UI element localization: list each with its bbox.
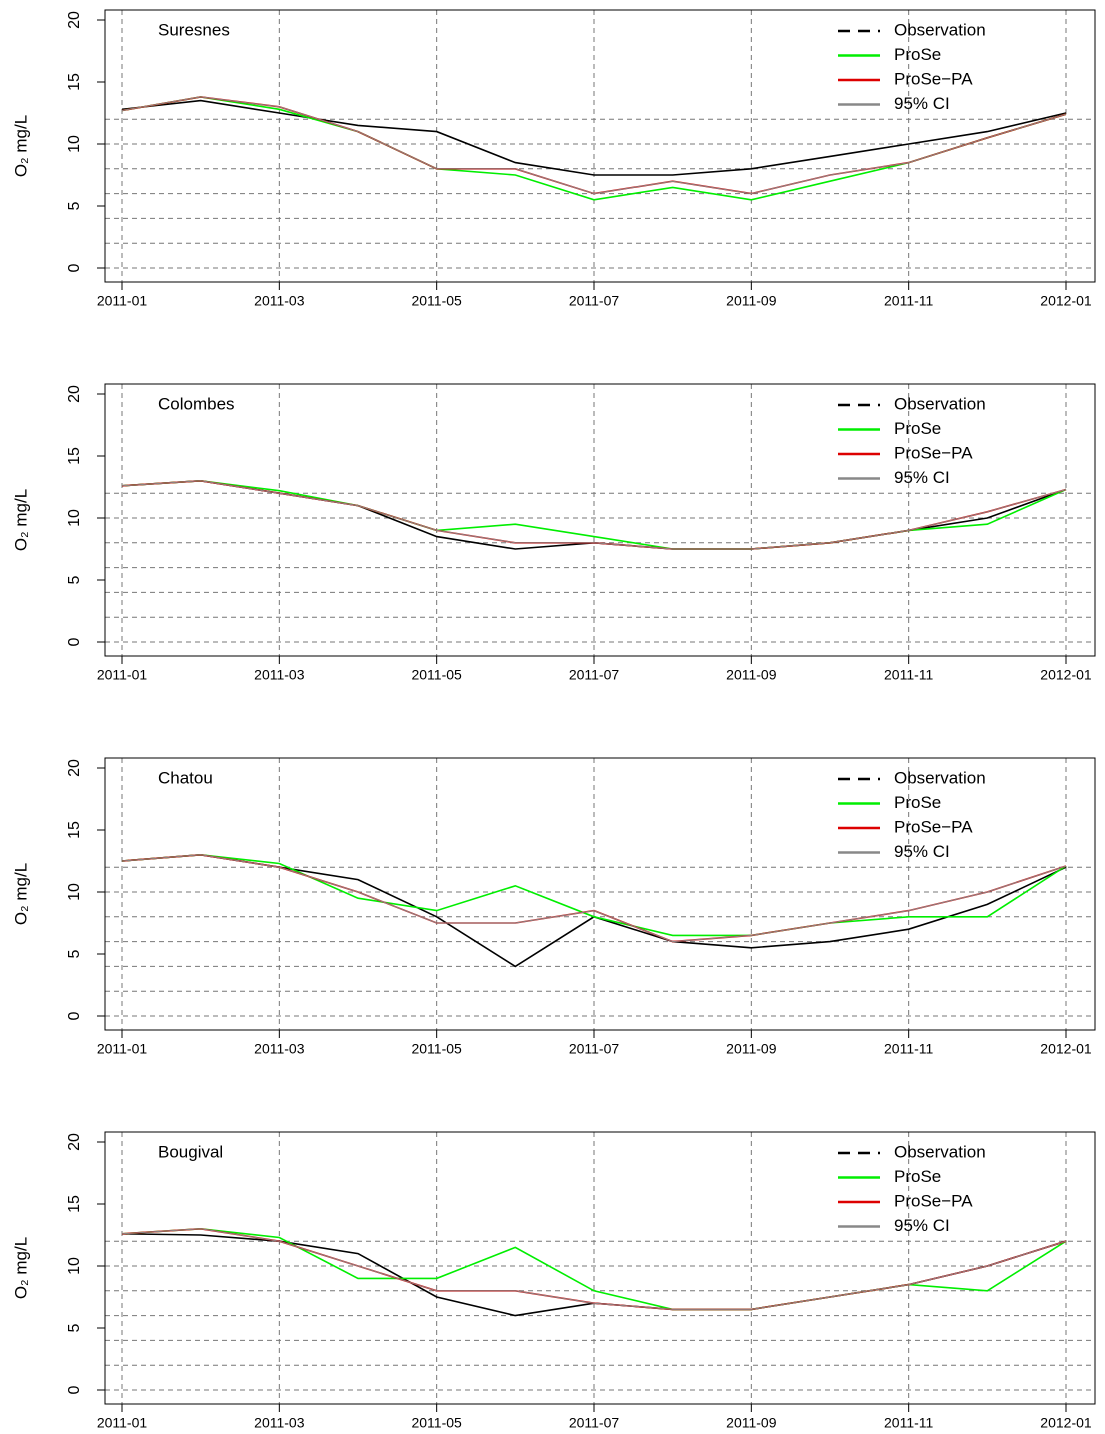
panel-title: Bougival bbox=[158, 1142, 223, 1161]
x-tick-label: 2011-09 bbox=[726, 1415, 777, 1431]
legend-label: ProSe bbox=[894, 419, 941, 438]
y-tick-label: 5 bbox=[66, 949, 83, 958]
series-line bbox=[121, 854, 1067, 943]
series-line bbox=[121, 1228, 1067, 1310]
y-tick-label: 20 bbox=[66, 759, 83, 777]
y-tick-label: 10 bbox=[66, 509, 83, 527]
series-line bbox=[121, 853, 1067, 937]
x-tick-label: 2011-11 bbox=[884, 293, 934, 309]
legend-label: ProSe bbox=[894, 1167, 941, 1186]
x-tick-label: 2011-05 bbox=[411, 1415, 462, 1431]
legend-label: ProSe bbox=[894, 45, 941, 64]
y-tick-label: 15 bbox=[66, 73, 83, 91]
panel-title: Suresnes bbox=[158, 20, 230, 39]
x-tick-label: 2011-01 bbox=[97, 1041, 148, 1057]
y-tick-label: 15 bbox=[66, 447, 83, 465]
x-tick-label: 2011-03 bbox=[254, 667, 305, 683]
x-tick-label: 2011-07 bbox=[569, 1041, 620, 1057]
legend-label: Observation bbox=[894, 1142, 986, 1161]
series-line bbox=[121, 480, 1067, 550]
x-tick-label: 2011-05 bbox=[411, 667, 462, 683]
x-tick-label: 2011-01 bbox=[97, 1415, 148, 1431]
y-tick-label: 10 bbox=[66, 1257, 83, 1275]
legend-label: 95% CI bbox=[894, 1216, 950, 1235]
x-tick-label: 2011-01 bbox=[97, 667, 148, 683]
y-axis-label: O₂ mg/L bbox=[11, 489, 30, 551]
x-tick-label: 2011-07 bbox=[569, 293, 620, 309]
y-tick-label: 5 bbox=[66, 201, 83, 210]
x-tick-label: 2011-03 bbox=[254, 1041, 305, 1057]
panel: 2011-01 2011-03 2011-05 2011-07 2011-09 2011-… bbox=[11, 757, 1096, 1057]
legend-label: Observation bbox=[894, 20, 986, 39]
plot-frame bbox=[104, 757, 1096, 1031]
x-tick-label: 2011-11 bbox=[884, 1041, 934, 1057]
x-tick-label: 2012-01 bbox=[1040, 1041, 1092, 1057]
x-tick-label: 2011-09 bbox=[726, 293, 777, 309]
y-tick-label: 0 bbox=[66, 637, 83, 646]
x-tick-label: 2011-05 bbox=[411, 293, 462, 309]
plot-frame bbox=[104, 1131, 1096, 1405]
legend-label: 95% CI bbox=[894, 842, 950, 861]
x-tick-label: 2011-09 bbox=[726, 1041, 777, 1057]
series-line bbox=[121, 99, 1067, 176]
y-tick-label: 15 bbox=[66, 821, 83, 839]
legend-label: ProSe−PA bbox=[894, 443, 973, 462]
x-tick-label: 2011-07 bbox=[569, 1415, 620, 1431]
y-tick-label: 10 bbox=[66, 135, 83, 153]
x-tick-label: 2012-01 bbox=[1040, 293, 1092, 309]
legend-label: ProSe−PA bbox=[894, 1191, 973, 1210]
y-axis-label: O₂ mg/L bbox=[11, 863, 30, 925]
y-tick-label: 20 bbox=[66, 385, 83, 403]
legend-label: ProSe−PA bbox=[894, 69, 973, 88]
x-tick-label: 2011-03 bbox=[254, 293, 305, 309]
x-tick-label: 2011-11 bbox=[884, 667, 934, 683]
panel: 2011-01 2011-03 2011-05 2011-07 2011-09 2011-… bbox=[11, 1131, 1096, 1431]
x-tick-label: 2011-05 bbox=[411, 1041, 462, 1057]
x-tick-label: 2011-07 bbox=[569, 667, 620, 683]
x-tick-label: 2012-01 bbox=[1040, 1415, 1092, 1431]
series-line bbox=[121, 96, 1067, 195]
y-tick-label: 15 bbox=[66, 1195, 83, 1213]
legend-label: Observation bbox=[894, 394, 986, 413]
y-tick-label: 5 bbox=[66, 1323, 83, 1332]
y-axis-label: O₂ mg/L bbox=[11, 115, 30, 177]
x-tick-label: 2011-01 bbox=[97, 293, 148, 309]
legend-label: 95% CI bbox=[894, 468, 950, 487]
y-tick-label: 0 bbox=[66, 1385, 83, 1394]
legend-label: ProSe bbox=[894, 793, 941, 812]
legend-label: Observation bbox=[894, 768, 986, 787]
panel: 2011-01 2011-03 2011-05 2011-07 2011-09 2011-… bbox=[11, 9, 1096, 309]
plot-frame bbox=[104, 9, 1096, 283]
x-tick-label: 2011-03 bbox=[254, 1415, 305, 1431]
y-tick-label: 20 bbox=[66, 1133, 83, 1151]
legend-label: ProSe−PA bbox=[894, 817, 973, 836]
x-tick-label: 2011-11 bbox=[884, 1415, 934, 1431]
plot-frame bbox=[104, 383, 1096, 657]
panel-title: Colombes bbox=[158, 394, 235, 413]
panel-title: Chatou bbox=[158, 768, 213, 787]
y-tick-label: 0 bbox=[66, 1011, 83, 1020]
y-tick-label: 5 bbox=[66, 575, 83, 584]
x-tick-label: 2012-01 bbox=[1040, 667, 1092, 683]
x-tick-label: 2011-09 bbox=[726, 667, 777, 683]
y-tick-label: 20 bbox=[66, 11, 83, 29]
y-axis-label: O₂ mg/L bbox=[11, 1237, 30, 1299]
legend-label: 95% CI bbox=[894, 94, 950, 113]
y-tick-label: 0 bbox=[66, 263, 83, 272]
y-tick-label: 10 bbox=[66, 883, 83, 901]
panel: 2011-01 2011-03 2011-05 2011-07 2011-09 2011-… bbox=[11, 383, 1096, 683]
